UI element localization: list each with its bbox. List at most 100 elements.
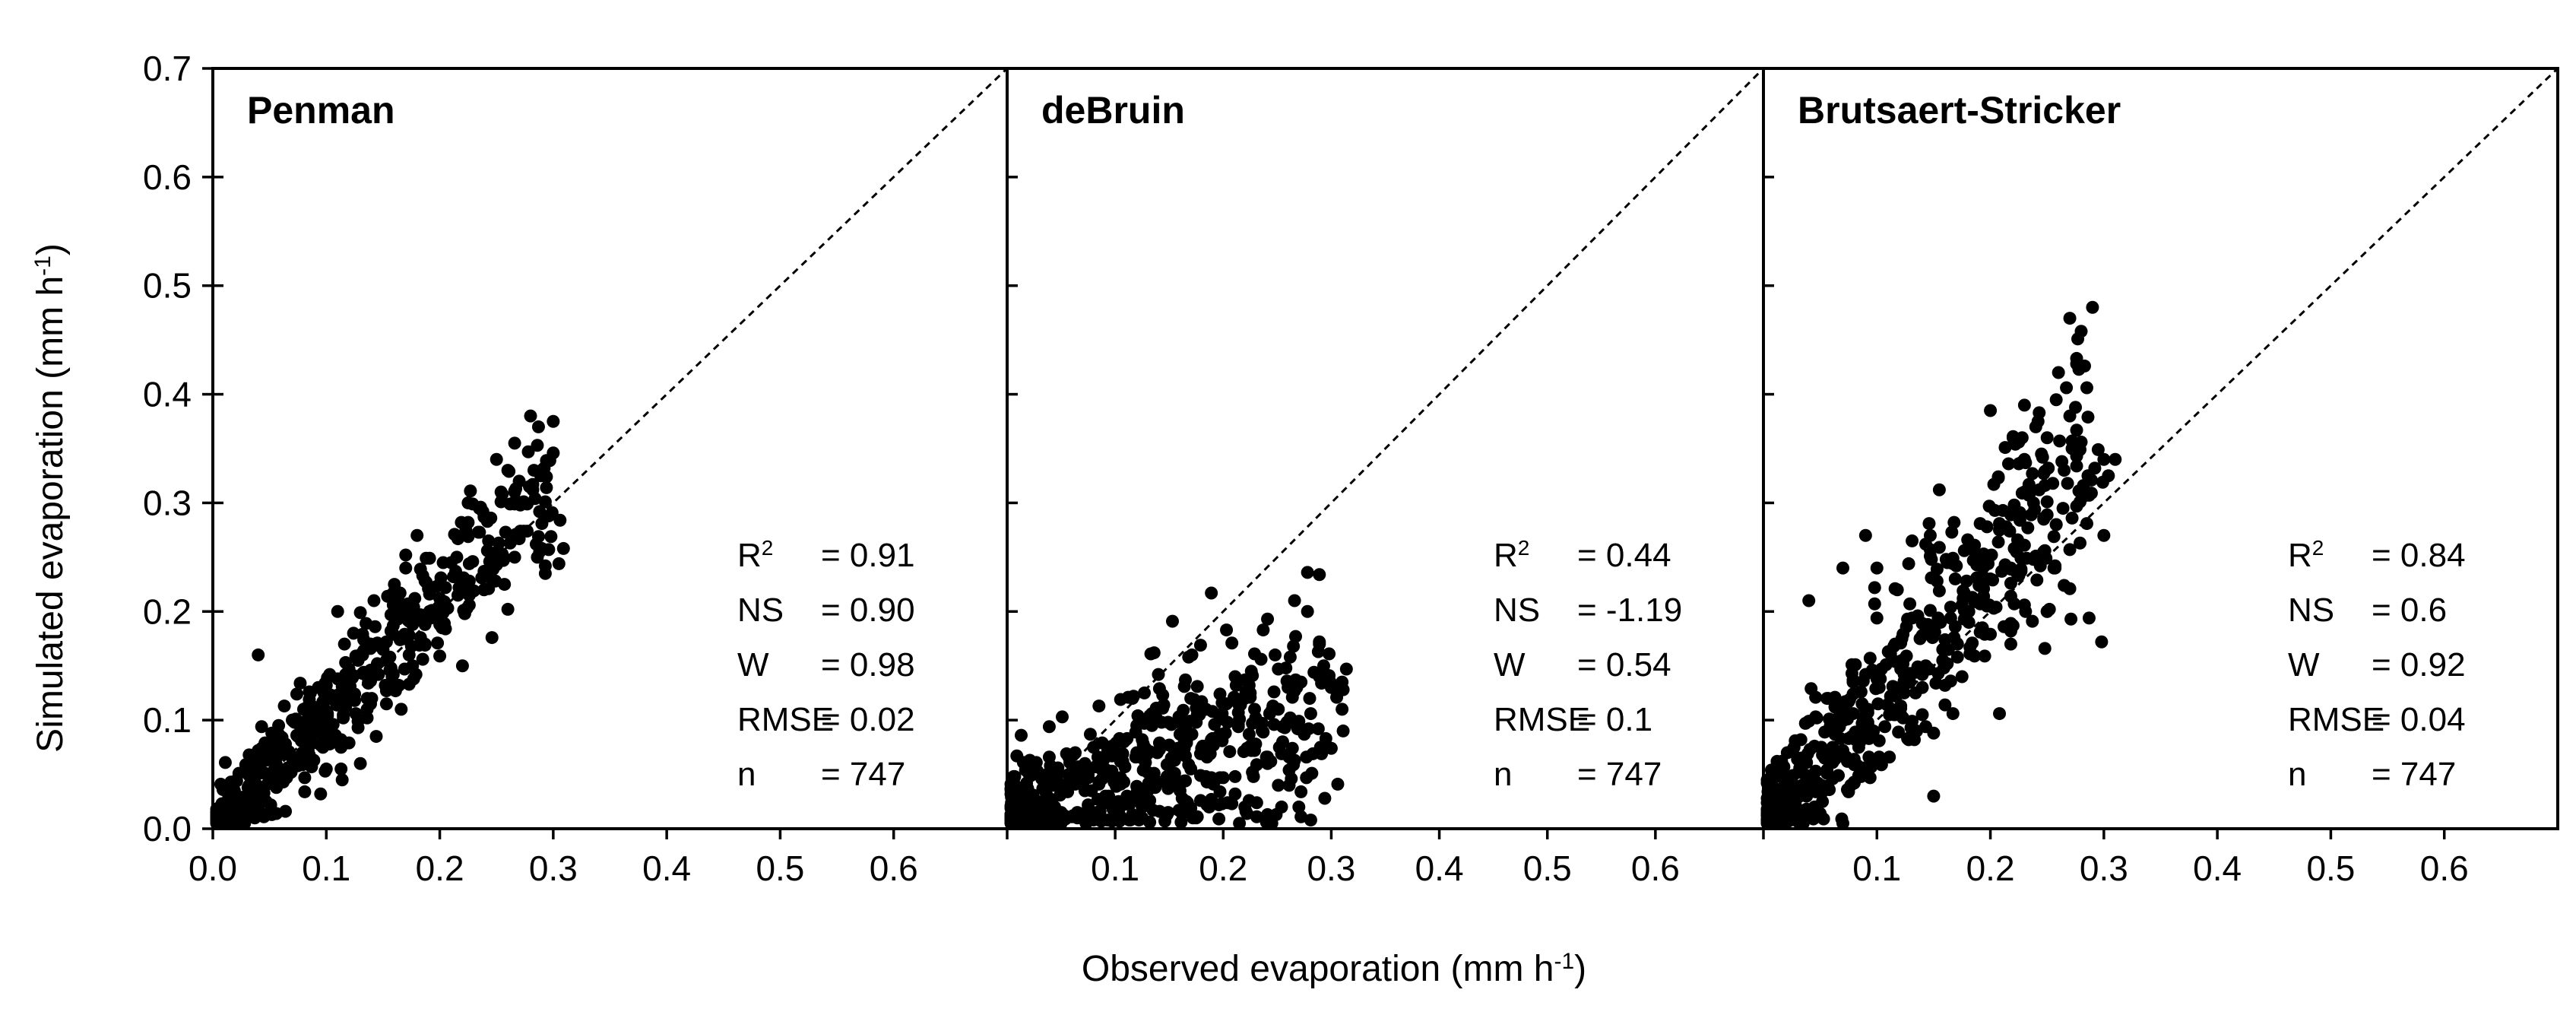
data-point [1787,792,1801,806]
data-point [485,631,499,645]
stat-label: n [1494,756,1512,793]
stat-value: = 0.98 [821,646,915,684]
data-point [1798,716,1812,730]
x-tick-label: 0.6 [1631,848,1680,888]
x-tick-label: 0.1 [1091,848,1139,888]
data-point [1294,810,1308,823]
data-point [1078,784,1092,798]
data-point [296,703,310,716]
data-point [2038,465,2052,478]
stat-value: = 0.04 [2372,701,2466,738]
stat-value: = 0.84 [2372,537,2466,574]
data-point [1820,763,1834,777]
stat-label: NS [1494,592,1540,629]
data-point [531,439,544,452]
data-point [471,525,485,539]
data-point [1839,707,1853,721]
data-point [1336,703,1349,716]
data-point [1828,690,1842,704]
data-point [477,583,491,597]
data-point [462,588,476,602]
data-point [1975,553,1988,567]
data-point [1161,774,1175,788]
data-point [416,652,429,666]
data-point [485,553,499,566]
data-point [1840,783,1854,797]
data-point [1339,662,1353,676]
x-tick-label: 0.2 [416,848,464,888]
data-point [1948,620,1962,633]
data-point [1923,549,1937,563]
data-point [1216,697,1230,711]
data-point [351,654,365,668]
data-point [334,762,348,776]
data-point [1874,672,1887,686]
data-point [348,687,362,701]
stat-label: RMSE [737,701,834,738]
data-point [1324,680,1338,694]
data-point [1868,597,1881,611]
data-point [1255,716,1269,730]
data-point [364,674,378,688]
data-point [1039,786,1053,800]
data-point [1233,712,1247,726]
data-point [1800,773,1814,787]
data-point [1804,682,1818,696]
data-point [1288,594,1301,607]
data-point [2035,447,2048,461]
data-point [2006,431,2020,445]
data-point [2097,528,2111,542]
data-point [367,594,381,607]
x-tick-label: 0.5 [2306,848,2355,888]
data-point [439,581,452,595]
data-point [438,617,452,630]
data-point [1849,725,1862,739]
data-point [1197,747,1211,760]
stat-label: NS [737,592,784,629]
data-point [1285,741,1299,755]
data-point [1282,680,1295,694]
data-point [498,578,512,592]
data-point [2053,434,2067,448]
data-point [2063,409,2077,423]
data-point [1930,574,1944,588]
data-point [1960,574,1973,588]
data-point [2063,312,2077,325]
data-point [433,649,447,663]
data-point [1336,675,1349,689]
data-point [270,758,284,772]
data-point [339,655,353,669]
data-point [1789,734,1802,747]
data-point [1248,744,1262,757]
panel-debruin: 0.1 0.2 0.3 0.4 0.5 0.6 deBruin R2 = 0.44 NS = -… [1004,67,1765,888]
data-point [1820,779,1834,793]
data-point [2058,464,2071,477]
data-point [2070,500,2083,513]
data-point [1042,750,1056,764]
data-point [1998,441,2012,455]
data-point [436,556,450,569]
data-point [1973,597,1987,611]
data-point [1836,561,1849,575]
data-point [2014,551,2028,565]
data-point [337,708,350,722]
data-point [2040,431,2054,445]
data-point [1888,582,1902,595]
data-point [544,530,558,544]
data-point [1888,637,1902,651]
data-point [1886,680,1900,693]
data-point [370,657,384,671]
data-point [339,668,353,681]
data-point [2097,452,2111,466]
x-tick-label: 0.2 [1966,848,2015,888]
data-point [1944,601,1957,614]
data-point [1250,796,1263,810]
stat-label: n [737,756,756,793]
data-point [1303,692,1317,706]
data-point [216,783,230,797]
data-point [1185,648,1199,661]
data-point [1205,586,1218,600]
panel-penman-stats: R2 = 0.91 NS = 0.90 W = 0.98 RMSE= 0.02 n = 747 [737,536,915,794]
data-point [1800,756,1814,769]
data-point [464,484,477,498]
